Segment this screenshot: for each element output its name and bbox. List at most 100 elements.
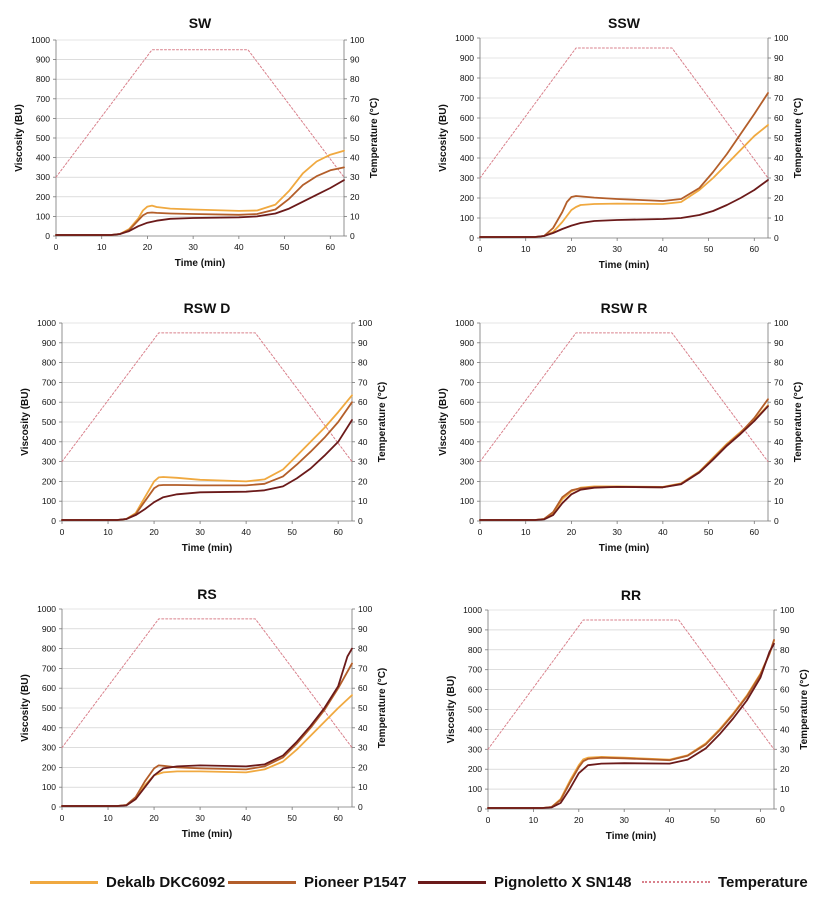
chart-panel-1: SW01002003004005006007008009001000010203… bbox=[14, 15, 380, 269]
x-tick-label: 10 bbox=[97, 242, 107, 252]
x-axis-label: Time (min) bbox=[182, 829, 232, 840]
y2-tick-label: 60 bbox=[780, 685, 790, 695]
y-tick-label: 1000 bbox=[31, 35, 50, 45]
series-line-pioneer-p1547 bbox=[61, 401, 353, 521]
y-tick-label: 200 bbox=[468, 764, 482, 774]
series-line-dekalb-dkc6092 bbox=[487, 639, 775, 809]
series-line-pioneer-p1547 bbox=[479, 398, 769, 521]
x-tick-label: 20 bbox=[143, 242, 153, 252]
y2-tick-label: 50 bbox=[780, 705, 790, 715]
y-tick-label: 100 bbox=[460, 496, 474, 506]
y2-tick-label: 80 bbox=[774, 73, 784, 83]
chart-panel-5: RS01002003004005006007008009001000010203… bbox=[20, 586, 388, 840]
x-tick-label: 20 bbox=[567, 244, 577, 254]
y2-tick-label: 70 bbox=[358, 663, 368, 673]
y2-tick-label: 20 bbox=[358, 476, 368, 486]
y2-tick-label: 30 bbox=[358, 743, 368, 753]
y-tick-label: 400 bbox=[42, 437, 56, 447]
y-tick-label: 500 bbox=[468, 705, 482, 715]
y2-tick-label: 20 bbox=[774, 193, 784, 203]
series-line-pignoletto-x-sn148 bbox=[487, 642, 775, 809]
y2-axis-label: Temperature (°C) bbox=[793, 382, 804, 463]
series-line-pignoletto-x-sn148 bbox=[479, 405, 769, 521]
series-line-pioneer-p1547 bbox=[55, 166, 345, 236]
x-tick-label: 0 bbox=[478, 244, 483, 254]
y-tick-label: 0 bbox=[477, 804, 482, 814]
series-line-pioneer-p1547 bbox=[487, 639, 775, 809]
legend-label-pioneer: Pioneer P1547 bbox=[304, 873, 407, 891]
y-tick-label: 900 bbox=[460, 53, 474, 63]
x-tick-label: 10 bbox=[103, 527, 113, 537]
y-tick-label: 0 bbox=[469, 233, 474, 243]
y-tick-label: 400 bbox=[42, 723, 56, 733]
series-line-pignoletto-x-sn148 bbox=[61, 419, 353, 521]
x-tick-label: 20 bbox=[149, 813, 159, 823]
y2-tick-label: 80 bbox=[774, 358, 784, 368]
y-tick-label: 800 bbox=[42, 358, 56, 368]
y2-tick-label: 0 bbox=[358, 802, 363, 812]
x-tick-label: 60 bbox=[326, 242, 336, 252]
y-tick-label: 100 bbox=[460, 213, 474, 223]
y2-tick-label: 0 bbox=[774, 233, 779, 243]
y-tick-label: 1000 bbox=[455, 33, 474, 43]
y2-tick-label: 10 bbox=[358, 496, 368, 506]
y2-tick-label: 80 bbox=[780, 645, 790, 655]
series-line-pioneer-p1547 bbox=[61, 662, 353, 807]
y-axis-label: Viscosity (BU) bbox=[20, 388, 31, 456]
legend-item-dekalb: Dekalb DKC6092 bbox=[30, 872, 225, 892]
y-tick-label: 100 bbox=[468, 784, 482, 794]
series-line-dekalb-dkc6092 bbox=[61, 694, 353, 807]
y-tick-label: 800 bbox=[468, 645, 482, 655]
y-tick-label: 200 bbox=[42, 476, 56, 486]
chart-title: SW bbox=[189, 15, 212, 31]
y-tick-label: 100 bbox=[42, 496, 56, 506]
series-line-pignoletto-x-sn148 bbox=[61, 647, 353, 807]
y-tick-label: 0 bbox=[51, 516, 56, 526]
y-tick-label: 200 bbox=[460, 476, 474, 486]
x-tick-label: 10 bbox=[521, 527, 531, 537]
y2-tick-label: 60 bbox=[358, 397, 368, 407]
y2-axis-label: Temperature (°C) bbox=[369, 98, 380, 179]
y2-tick-label: 30 bbox=[774, 457, 784, 467]
y2-tick-label: 50 bbox=[774, 417, 784, 427]
y2-tick-label: 40 bbox=[350, 153, 360, 163]
y-tick-label: 600 bbox=[42, 397, 56, 407]
y-tick-label: 800 bbox=[460, 358, 474, 368]
x-tick-label: 30 bbox=[188, 242, 198, 252]
legend-label-dekalb: Dekalb DKC6092 bbox=[106, 873, 226, 891]
x-tick-label: 10 bbox=[529, 815, 539, 825]
y-tick-label: 400 bbox=[36, 153, 50, 163]
x-tick-label: 40 bbox=[658, 527, 668, 537]
y2-tick-label: 10 bbox=[774, 213, 784, 223]
y2-tick-label: 50 bbox=[358, 703, 368, 713]
y-tick-label: 600 bbox=[36, 113, 50, 123]
y2-tick-label: 100 bbox=[358, 318, 372, 328]
x-tick-label: 30 bbox=[612, 244, 622, 254]
x-axis-label: Time (min) bbox=[606, 831, 656, 842]
y2-tick-label: 10 bbox=[358, 782, 368, 792]
legend-swatch-pioneer bbox=[228, 880, 296, 884]
x-tick-label: 50 bbox=[704, 244, 714, 254]
y2-tick-label: 10 bbox=[774, 496, 784, 506]
chart-panel-2: SSW0100200300400500600700800900100001020… bbox=[438, 15, 804, 271]
y-tick-label: 200 bbox=[42, 762, 56, 772]
legend-label-pignoletto: Pignoletto X SN148 bbox=[494, 873, 632, 891]
y-tick-label: 100 bbox=[36, 211, 50, 221]
series-line-pignoletto-x-sn148 bbox=[479, 179, 769, 238]
y2-tick-label: 10 bbox=[350, 211, 360, 221]
series-line-temperature bbox=[61, 332, 353, 463]
y-axis-label: Viscosity (BU) bbox=[446, 676, 457, 744]
y-tick-label: 200 bbox=[460, 193, 474, 203]
y-tick-label: 500 bbox=[42, 417, 56, 427]
legend-swatch-pignoletto bbox=[418, 880, 486, 884]
y2-tick-label: 90 bbox=[358, 338, 368, 348]
x-tick-label: 20 bbox=[149, 527, 159, 537]
y2-tick-label: 0 bbox=[774, 516, 779, 526]
y-tick-label: 800 bbox=[36, 74, 50, 84]
x-tick-label: 40 bbox=[241, 527, 251, 537]
y-tick-label: 800 bbox=[42, 644, 56, 654]
y-tick-label: 300 bbox=[42, 457, 56, 467]
y-tick-label: 1000 bbox=[463, 605, 482, 615]
y-tick-label: 1000 bbox=[37, 318, 56, 328]
x-tick-label: 0 bbox=[60, 813, 65, 823]
